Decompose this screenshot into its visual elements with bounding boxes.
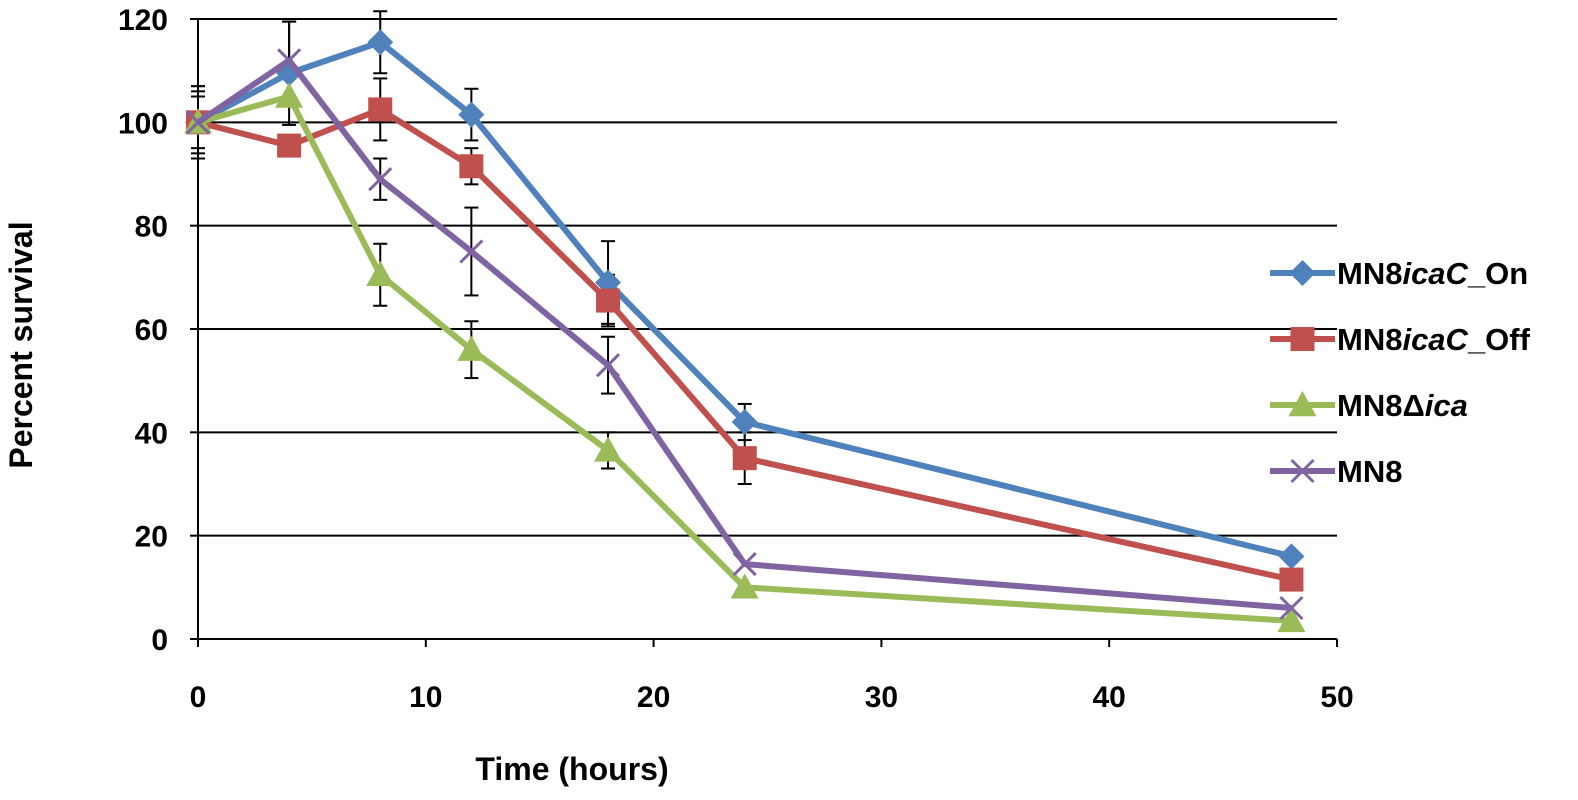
x-tick-label: 40	[1093, 681, 1126, 714]
legend-label-part: _On	[1467, 256, 1528, 291]
data-point	[275, 82, 304, 108]
marker-stroke	[1279, 595, 1304, 621]
series-line	[197, 106, 1293, 583]
tick-labels: 0 20 40 60 80 100 120 0 10 20 30 40 50	[118, 4, 1354, 714]
legend-label-part: MN8	[1337, 454, 1402, 489]
x-tick-label: 50	[1320, 681, 1353, 714]
y-tick-label: 40	[135, 417, 168, 450]
x-tick-label: 0	[190, 681, 207, 714]
data-point	[457, 335, 486, 361]
data-point	[277, 133, 302, 158]
y-tick-label: 60	[135, 314, 168, 347]
legend-marker	[1288, 391, 1317, 417]
data-point	[367, 29, 394, 56]
legend-label-part: MN8	[1337, 322, 1402, 357]
data-point	[732, 446, 757, 471]
series-line	[196, 57, 1292, 611]
gridlines	[198, 18, 1337, 537]
x-axis-title: Time (hours)	[475, 751, 668, 787]
data-point	[459, 239, 484, 264]
data-point	[459, 154, 484, 179]
data-point	[277, 48, 302, 73]
legend-label-part: _Off	[1467, 322, 1531, 357]
legend-marker	[1289, 260, 1316, 286]
y-tick-label: 0	[151, 624, 168, 657]
legend-label: MN8	[1337, 454, 1402, 489]
data-point	[1279, 567, 1304, 592]
marker-stroke	[185, 110, 211, 135]
x-tick-label: 30	[865, 681, 898, 714]
legend-label-part: MN8Δ	[1337, 388, 1425, 423]
legend-item: MN8icaC_On	[1270, 256, 1528, 291]
y-axis-title: Percent survival	[3, 221, 39, 468]
legend-label: MN8icaC_On	[1337, 256, 1528, 291]
legend-marker	[1290, 327, 1315, 351]
data-point	[1278, 543, 1305, 570]
legend-label-part: ica	[1425, 388, 1468, 423]
data-point	[458, 101, 485, 128]
marker-stroke	[277, 48, 302, 73]
marker-stroke	[732, 552, 757, 577]
legend-label: MN8icaC_Off	[1337, 322, 1531, 357]
y-tick-label: 80	[135, 211, 168, 244]
data-point	[1277, 606, 1306, 633]
legend-marker	[1290, 458, 1315, 484]
y-tick-label: 120	[118, 4, 168, 37]
data-point	[731, 409, 758, 435]
data-point	[366, 260, 395, 286]
data-point	[185, 110, 211, 135]
x-tick-label: 10	[409, 681, 442, 714]
marker-stroke	[459, 239, 484, 264]
data-point	[595, 353, 621, 378]
data-point	[368, 97, 393, 122]
data-point	[596, 288, 621, 313]
legend-item: MN8icaC_Off	[1270, 322, 1531, 357]
legend-label: MN8Δica	[1337, 388, 1468, 423]
legend-label-part: MN8	[1337, 256, 1402, 291]
legend-label-part: icaC	[1402, 256, 1468, 291]
y-tick-label: 20	[135, 521, 168, 554]
y-tick-label: 100	[118, 107, 168, 140]
legend-label-part: icaC	[1402, 322, 1468, 357]
data-point	[1279, 595, 1304, 621]
data-point	[730, 573, 759, 599]
data-point	[368, 167, 393, 192]
x-tick-label: 20	[637, 681, 670, 714]
legend-item: MN8	[1270, 454, 1402, 489]
marker-stroke	[595, 353, 621, 378]
data-point	[732, 552, 757, 577]
marker-stroke	[368, 167, 393, 192]
legend-item: MN8Δica	[1270, 388, 1468, 423]
marker-stroke	[1290, 458, 1315, 484]
series-lines	[184, 29, 1306, 633]
data-point	[594, 436, 623, 462]
